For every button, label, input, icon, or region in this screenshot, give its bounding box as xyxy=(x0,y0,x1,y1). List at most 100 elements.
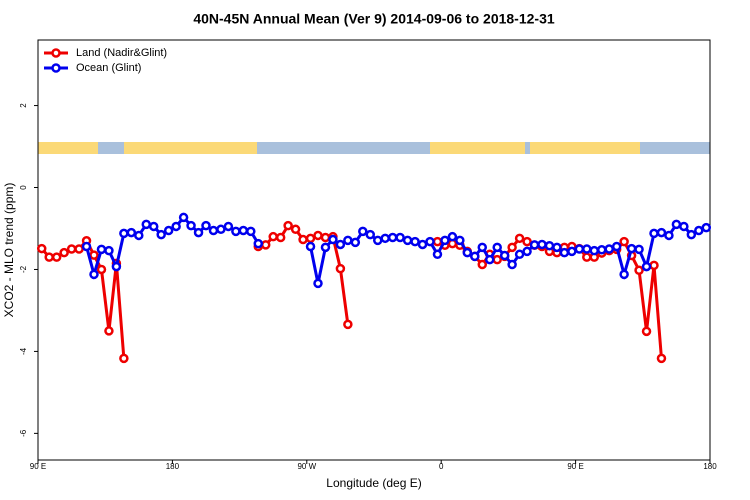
point xyxy=(462,247,473,258)
point xyxy=(246,226,256,237)
point xyxy=(611,241,622,252)
y-tick-label: -6 xyxy=(19,429,28,437)
point xyxy=(604,244,614,254)
point xyxy=(275,232,286,243)
y-tick-label: 0 xyxy=(19,185,28,190)
y-tick-label: 2 xyxy=(19,103,28,108)
point xyxy=(231,226,241,237)
x-tick-label: 90 W xyxy=(297,462,316,471)
point xyxy=(686,229,697,240)
point xyxy=(619,269,629,280)
point xyxy=(380,233,390,244)
point xyxy=(679,221,689,232)
point xyxy=(425,236,435,247)
point xyxy=(74,244,84,254)
point xyxy=(649,228,659,239)
point xyxy=(81,241,92,252)
point xyxy=(111,261,122,272)
point xyxy=(313,230,323,241)
point xyxy=(119,228,129,239)
point xyxy=(417,239,428,250)
point xyxy=(141,219,152,230)
point xyxy=(268,231,278,242)
point xyxy=(51,252,62,262)
point xyxy=(216,224,226,235)
point xyxy=(470,251,480,262)
point xyxy=(358,226,368,237)
y-tick-label: -4 xyxy=(19,347,28,355)
point xyxy=(432,236,443,247)
point xyxy=(44,252,54,262)
point xyxy=(499,250,510,261)
point xyxy=(283,220,293,231)
point xyxy=(529,240,540,250)
point xyxy=(305,241,316,252)
point xyxy=(522,246,532,257)
point xyxy=(649,260,659,271)
point xyxy=(59,247,69,258)
point xyxy=(701,222,712,233)
point xyxy=(290,224,301,235)
point xyxy=(223,221,234,232)
point xyxy=(328,234,338,245)
point xyxy=(104,245,114,256)
point xyxy=(298,234,308,245)
point xyxy=(492,254,502,265)
point xyxy=(596,245,607,255)
x-tick-label: 0 xyxy=(439,462,444,471)
point xyxy=(104,326,114,336)
point xyxy=(163,225,174,236)
point xyxy=(201,220,211,231)
point xyxy=(66,244,77,254)
point xyxy=(671,219,682,230)
point xyxy=(148,221,159,232)
legend-marker xyxy=(51,48,61,58)
point xyxy=(694,225,704,236)
point xyxy=(134,230,144,241)
point xyxy=(447,231,458,242)
point xyxy=(372,235,383,246)
point xyxy=(402,235,413,246)
point xyxy=(656,353,667,364)
x-tick-label: 180 xyxy=(166,462,180,471)
point xyxy=(208,225,219,236)
point xyxy=(582,244,592,254)
point xyxy=(178,212,189,223)
point xyxy=(36,243,47,254)
point xyxy=(126,227,137,238)
point xyxy=(410,236,420,247)
x-axis-label: Longitude (deg E) xyxy=(326,476,421,490)
y-tick-label: -2 xyxy=(19,265,28,273)
point xyxy=(96,264,107,275)
point xyxy=(559,247,570,258)
point xyxy=(641,326,652,337)
point xyxy=(96,244,107,255)
point xyxy=(656,227,667,238)
point xyxy=(335,239,346,250)
point xyxy=(634,244,644,255)
x-tick-label: 180 xyxy=(703,462,717,471)
point xyxy=(350,237,361,248)
point xyxy=(395,232,405,243)
point xyxy=(343,319,353,330)
point xyxy=(582,252,592,262)
point xyxy=(193,227,204,238)
point xyxy=(641,261,652,272)
point xyxy=(552,242,562,253)
point xyxy=(619,236,629,247)
y-axis-label: XCO2 - MLO trend (ppm) xyxy=(2,183,16,318)
point xyxy=(634,265,644,276)
point xyxy=(260,240,271,250)
point xyxy=(507,242,517,253)
legend-label: Land (Nadir&Glint) xyxy=(76,47,167,59)
point xyxy=(567,246,577,257)
point xyxy=(387,232,398,243)
point xyxy=(477,242,488,253)
point xyxy=(343,235,353,246)
point xyxy=(477,259,488,270)
point xyxy=(186,220,196,231)
point xyxy=(89,250,99,260)
legend-marker xyxy=(51,63,61,73)
chart-title: 40N-45N Annual Mean (Ver 9) 2014-09-06 t… xyxy=(193,11,555,27)
